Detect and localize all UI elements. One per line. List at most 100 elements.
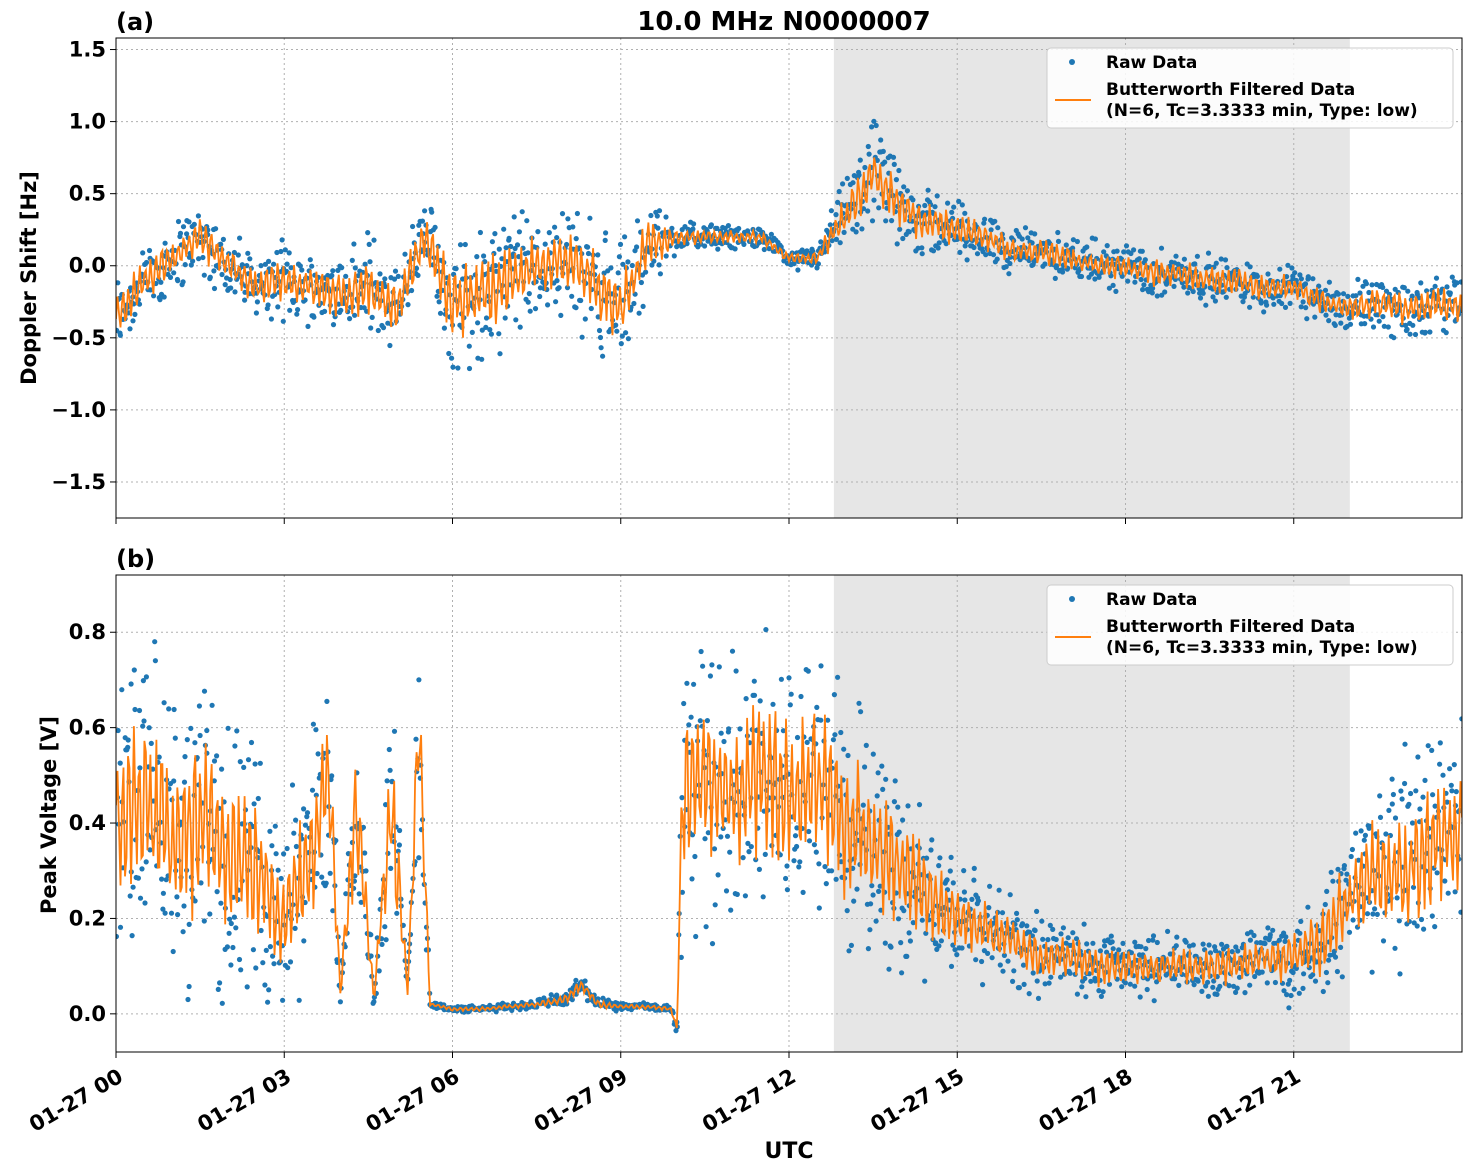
- raw-data-point: [1074, 238, 1080, 245]
- raw-data-point: [1303, 305, 1309, 311]
- raw-data-point: [678, 954, 684, 961]
- raw-data-point: [207, 274, 213, 280]
- raw-data-point: [130, 318, 136, 324]
- raw-data-point: [1458, 909, 1462, 915]
- raw-data-point: [313, 792, 319, 798]
- raw-data-point: [1298, 918, 1304, 925]
- raw-data-point: [876, 888, 882, 895]
- raw-data-point: [720, 825, 726, 832]
- raw-data-point: [258, 927, 264, 934]
- raw-data-point: [305, 323, 311, 329]
- raw-data-point: [355, 273, 361, 279]
- raw-data-point: [487, 327, 493, 333]
- raw-data-point: [721, 738, 727, 745]
- raw-data-point: [1070, 237, 1076, 243]
- raw-data-point: [514, 242, 521, 248]
- raw-data-point: [1070, 930, 1076, 936]
- raw-data-point: [1032, 231, 1038, 237]
- raw-data-point: [147, 847, 153, 853]
- raw-data-point: [552, 224, 558, 230]
- raw-data-point: [1143, 946, 1149, 952]
- raw-data-point: [684, 680, 690, 686]
- raw-data-point: [565, 216, 571, 222]
- raw-data-point: [971, 877, 977, 883]
- raw-data-point: [1100, 989, 1106, 995]
- legend-box: [1046, 47, 1454, 129]
- raw-data-point: [274, 249, 280, 256]
- raw-data-point: [1385, 324, 1391, 330]
- raw-data-point: [180, 224, 187, 230]
- raw-data-point: [307, 257, 313, 263]
- raw-data-point: [1007, 892, 1013, 898]
- raw-data-point: [997, 962, 1003, 968]
- raw-data-point: [1459, 716, 1462, 722]
- raw-data-point: [1282, 304, 1289, 310]
- legend: Raw Data Butterworth Filtered Data(N=6, T…: [1046, 584, 1454, 666]
- raw-data-point: [524, 218, 530, 224]
- raw-data-point: [366, 241, 372, 247]
- raw-data-point: [800, 889, 806, 896]
- raw-data-point: [729, 648, 736, 654]
- raw-data-point: [910, 920, 916, 926]
- raw-data-point: [770, 701, 776, 707]
- raw-data-point: [395, 273, 401, 279]
- raw-data-point: [833, 236, 840, 242]
- raw-data-point: [204, 727, 210, 734]
- raw-data-point: [1355, 276, 1361, 282]
- raw-data-point: [1248, 929, 1254, 935]
- raw-data-point: [1110, 946, 1116, 952]
- raw-data-point: [1398, 788, 1404, 794]
- raw-data-point: [234, 728, 240, 734]
- raw-data-point: [573, 236, 579, 242]
- raw-data-point: [1333, 312, 1339, 318]
- raw-data-point: [734, 891, 740, 898]
- raw-data-point: [198, 880, 204, 886]
- raw-data-point: [904, 953, 910, 960]
- raw-data-point: [280, 997, 286, 1003]
- raw-data-point: [794, 734, 801, 741]
- raw-data-point: [1432, 803, 1438, 809]
- figure-title: 10.0 MHz N0000007: [637, 7, 930, 37]
- y-tick-label: 0.0: [69, 254, 106, 278]
- raw-data-point: [166, 706, 172, 712]
- raw-data-point: [335, 267, 341, 273]
- raw-data-point: [1045, 937, 1051, 943]
- raw-data-point: [466, 343, 472, 349]
- raw-data-point: [818, 239, 824, 245]
- raw-data-point: [1287, 300, 1293, 306]
- raw-data-point: [1270, 927, 1276, 933]
- raw-data-point: [1055, 229, 1061, 236]
- raw-data-point: [260, 960, 266, 966]
- raw-data-point: [254, 299, 260, 305]
- raw-data-point: [1040, 936, 1046, 942]
- raw-data-point: [961, 868, 967, 874]
- raw-data-point: [1425, 743, 1431, 749]
- raw-data-point: [1195, 978, 1201, 984]
- raw-data-point: [130, 884, 136, 890]
- raw-data-point: [1141, 282, 1147, 288]
- raw-data-point: [1022, 225, 1029, 231]
- raw-data-point: [297, 263, 303, 269]
- raw-data-point: [532, 306, 539, 312]
- raw-data-point: [725, 223, 732, 229]
- raw-data-point: [330, 908, 336, 914]
- raw-data-point: [368, 325, 374, 331]
- raw-data-point: [139, 866, 145, 872]
- raw-data-point: [273, 851, 279, 857]
- raw-data-point: [516, 229, 523, 235]
- legend-filtered-label-line2: (N=6, Tc=3.3333 min, Type: low): [1106, 101, 1418, 121]
- raw-data-point: [1323, 969, 1329, 976]
- raw-data-point: [1110, 282, 1116, 288]
- raw-data-point: [1417, 806, 1423, 812]
- raw-data-point: [1205, 993, 1211, 999]
- y-tick-label: 0.0: [69, 1002, 106, 1026]
- raw-data-point: [1449, 274, 1455, 280]
- raw-data-point: [175, 218, 182, 225]
- raw-data-point: [1173, 253, 1179, 259]
- raw-data-point: [708, 222, 715, 228]
- raw-data-point: [648, 212, 654, 219]
- raw-data-point: [171, 778, 177, 784]
- raw-data-point: [474, 254, 480, 260]
- raw-data-point: [1289, 265, 1295, 271]
